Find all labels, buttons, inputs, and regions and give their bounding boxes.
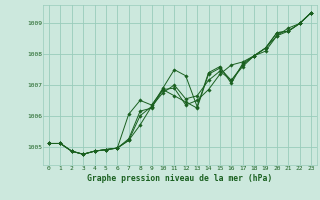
X-axis label: Graphe pression niveau de la mer (hPa): Graphe pression niveau de la mer (hPa) bbox=[87, 174, 273, 183]
